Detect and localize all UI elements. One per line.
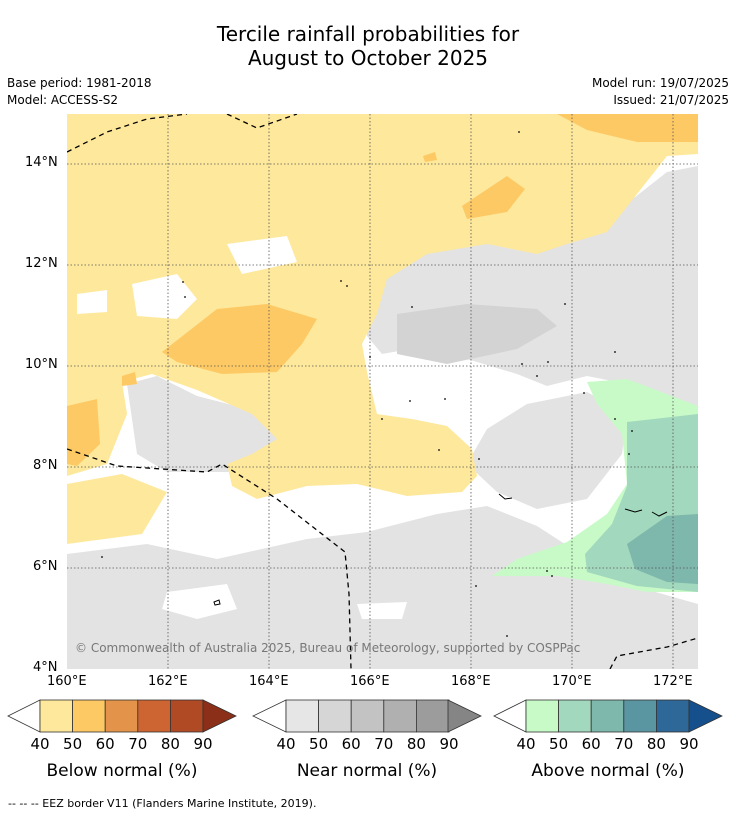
near-normal-50-regions bbox=[397, 304, 557, 364]
issued-date: Issued: 21/07/2025 bbox=[613, 93, 729, 107]
colorbar-near-segment bbox=[350, 699, 385, 733]
colorbar-below-tick: 90 bbox=[193, 735, 213, 753]
colorbar-below-tick: 60 bbox=[95, 735, 115, 753]
chart-title-line1: Tercile rainfall probabilities for bbox=[216, 22, 520, 46]
colorbar-near-segment bbox=[285, 699, 319, 733]
below-normal-50-regions bbox=[67, 114, 698, 466]
islands bbox=[101, 131, 633, 637]
colorbar-near-tick: 90 bbox=[439, 735, 459, 753]
colorbar-label-near: Near normal (%) bbox=[296, 761, 438, 781]
above-normal-60-regions bbox=[627, 514, 698, 584]
colorbar-below-tick: 40 bbox=[30, 735, 50, 753]
below-normal-regions bbox=[67, 114, 698, 544]
colorbar-below-segment bbox=[39, 699, 73, 733]
eez-borders bbox=[67, 114, 698, 669]
model-run-date: Model run: 19/07/2025 bbox=[591, 76, 729, 90]
colorbar-label-below: Below normal (%) bbox=[46, 761, 198, 781]
colorbars bbox=[7, 699, 723, 733]
island-outlines bbox=[213, 493, 668, 606]
colorbar-label-above: Above normal (%) bbox=[531, 761, 685, 781]
colorbar-near-segment bbox=[383, 699, 417, 733]
colorbar-near-segment bbox=[318, 699, 352, 733]
colorbar-above-tick: 40 bbox=[516, 735, 536, 753]
colorbar-above-segment bbox=[525, 699, 559, 733]
colorbar-above-segment bbox=[656, 699, 690, 733]
colorbar-near-tick: 40 bbox=[276, 735, 296, 753]
eez-footnote: -- -- -- EEZ border V11 (Flanders Marine… bbox=[8, 797, 317, 810]
colorbar-below-tick: 70 bbox=[128, 735, 148, 753]
white-patch-south bbox=[162, 584, 407, 619]
lon-label-164e: 164°E bbox=[249, 674, 289, 689]
lon-label-168e: 168°E bbox=[451, 674, 491, 689]
colorbar-near-tick: 70 bbox=[374, 735, 394, 753]
lat-label-12n: 12°N bbox=[25, 256, 58, 271]
colorbar-below-segment bbox=[169, 699, 204, 733]
chart-title-line2: August to October 2025 bbox=[247, 46, 489, 70]
gridlines bbox=[67, 114, 698, 669]
rainfall-map: © Commonwealth of Australia 2025, Bureau… bbox=[67, 114, 698, 669]
lat-label-8n: 8°N bbox=[33, 458, 58, 473]
colorbar-above-segment bbox=[590, 699, 625, 733]
lon-label-170e: 170°E bbox=[552, 674, 592, 689]
lat-label-4n: 4°N bbox=[33, 660, 58, 675]
copyright-notice: © Commonwealth of Australia 2025, Bureau… bbox=[75, 641, 580, 655]
colorbar-below-tick: 80 bbox=[160, 735, 180, 753]
colorbar-near-tick: 80 bbox=[406, 735, 426, 753]
colorbar-below-segment bbox=[137, 699, 171, 733]
colorbar-near-tick: 50 bbox=[309, 735, 329, 753]
lon-label-160e: 160°E bbox=[47, 674, 87, 689]
colorbar-below-tick: 50 bbox=[63, 735, 83, 753]
lat-label-10n: 10°N bbox=[25, 357, 58, 372]
lon-label-166e: 166°E bbox=[350, 674, 390, 689]
colorbar-above-tick: 90 bbox=[679, 735, 699, 753]
white-gap-regions bbox=[77, 236, 297, 319]
colorbar-below-normal bbox=[7, 699, 237, 733]
lon-label-162e: 162°E bbox=[148, 674, 188, 689]
lon-label-172e: 172°E bbox=[653, 674, 693, 689]
colorbar-above-segment bbox=[623, 699, 657, 733]
lat-label-6n: 6°N bbox=[33, 559, 58, 574]
colorbar-above-normal bbox=[493, 699, 723, 733]
colorbar-below-segment bbox=[104, 699, 139, 733]
colorbar-above-tick: 70 bbox=[614, 735, 634, 753]
colorbar-above-tick: 80 bbox=[646, 735, 666, 753]
colorbar-near-normal bbox=[252, 699, 482, 733]
colorbar-above-segment bbox=[558, 699, 592, 733]
colorbar-above-tick: 60 bbox=[581, 735, 601, 753]
base-period: Base period: 1981-2018 bbox=[7, 76, 152, 90]
colorbar-near-tick: 60 bbox=[341, 735, 361, 753]
model-name: Model: ACCESS-S2 bbox=[7, 93, 119, 107]
lat-label-14n: 14°N bbox=[25, 155, 58, 170]
colorbar-near-segment bbox=[415, 699, 450, 733]
colorbar-above-tick: 50 bbox=[549, 735, 569, 753]
colorbar-below-segment bbox=[72, 699, 106, 733]
